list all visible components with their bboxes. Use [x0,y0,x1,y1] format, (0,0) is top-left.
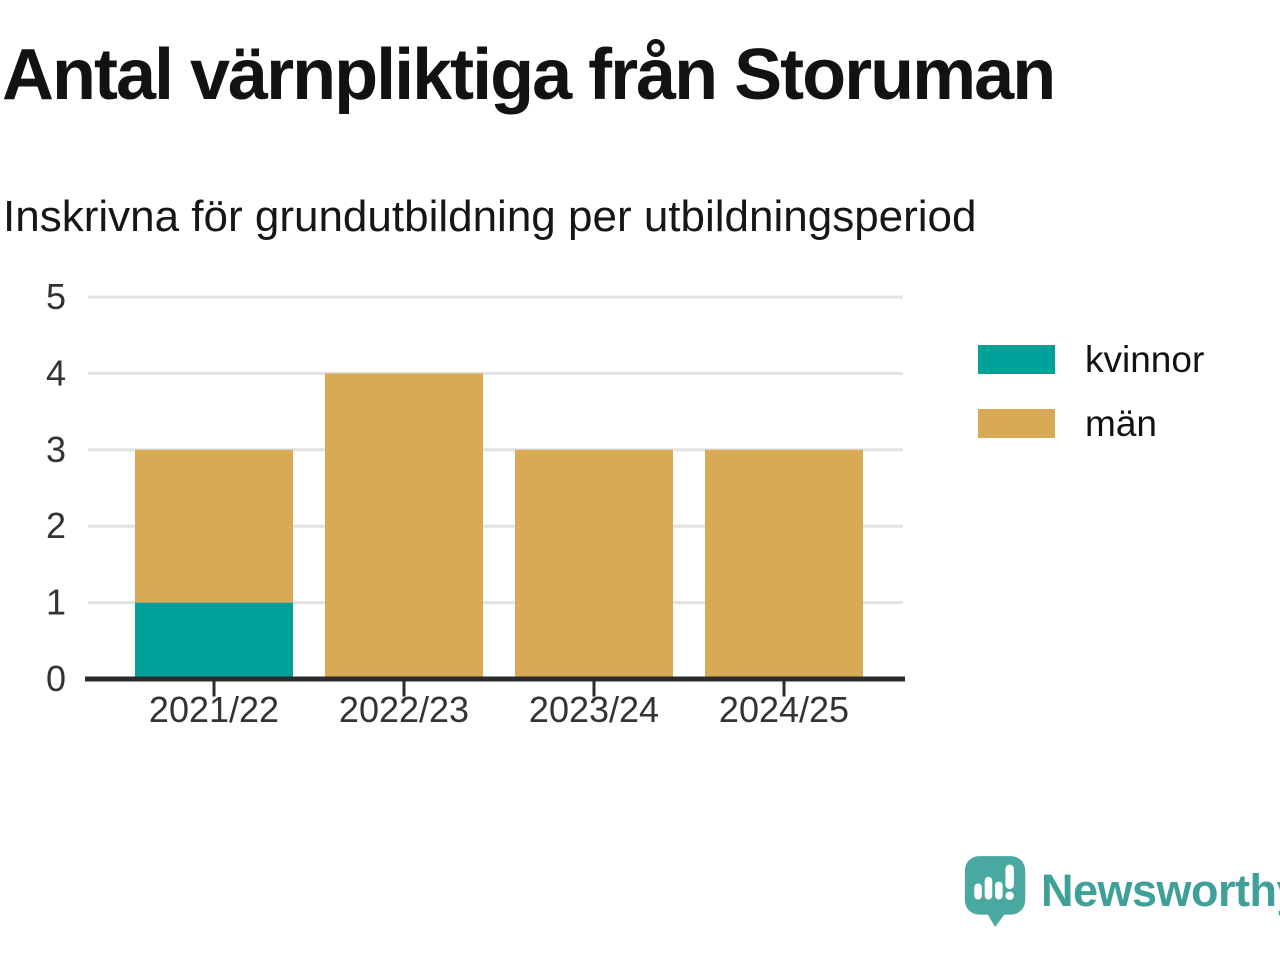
brand-footer: Newsworthy [963,854,1280,928]
bar-kvinnor-2021/22 [135,602,293,679]
x-tick-label-2024/25: 2024/25 [719,689,849,730]
bar-män-2024/25 [705,449,863,679]
y-tick-label-3: 3 [46,429,66,470]
legend-label-kvinnor: kvinnor [1085,339,1205,380]
legend-item-kvinnor: kvinnor [978,341,1204,378]
legend: kvinnor män [978,341,1204,469]
y-tick-label-0: 0 [46,658,66,699]
y-tick-label-5: 5 [46,276,66,317]
legend-item-man: män [978,405,1204,442]
chart-title: Antal värnpliktiga från Storuman [2,35,1056,115]
bar-män-2023/24 [515,449,673,679]
brand-name: Newsworthy [1041,865,1280,916]
newsworthy-logo-icon [964,856,1026,927]
legend-swatch-kvinnor-icon [978,345,1055,374]
bar-män-2022/23 [325,373,483,679]
y-tick-label-4: 4 [46,352,66,393]
x-tick-label-2023/24: 2023/24 [529,689,659,730]
y-tick-label-1: 1 [46,582,66,623]
legend-swatch-man-icon [978,409,1055,438]
chart-subtitle: Inskrivna för grundutbildning per utbild… [3,192,977,241]
x-tick-label-2022/23: 2022/23 [339,689,469,730]
y-tick-label-2: 2 [46,505,66,546]
legend-label-man: män [1085,403,1157,444]
x-tick-label-2021/22: 2021/22 [149,689,279,730]
plot-area: 0 1 2 3 4 5 2021/22 2022/23 2023/24 2024/25 [46,276,905,730]
bar-män-2021/22 [135,449,293,603]
